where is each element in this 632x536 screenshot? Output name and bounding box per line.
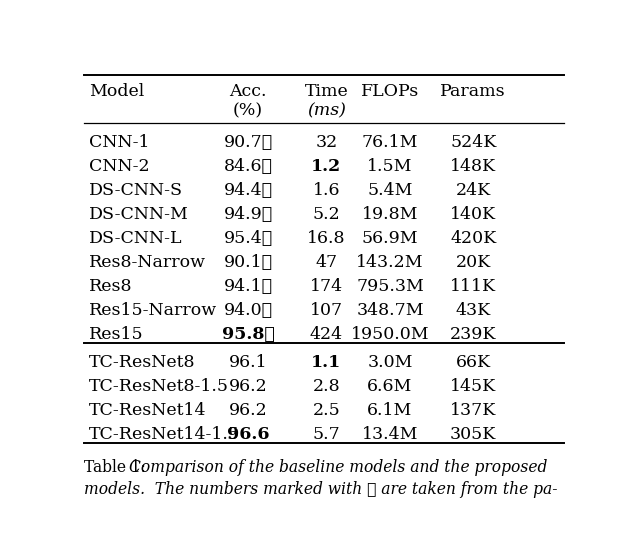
Text: 94.9⋆: 94.9⋆ xyxy=(224,206,272,223)
Text: Res15: Res15 xyxy=(88,325,143,343)
Text: 94.4⋆: 94.4⋆ xyxy=(224,182,272,199)
Text: 795.3M: 795.3M xyxy=(356,278,424,295)
Text: 19.8M: 19.8M xyxy=(362,206,418,223)
Text: 96.1: 96.1 xyxy=(229,354,267,371)
Text: 420K: 420K xyxy=(450,230,496,247)
Text: Model: Model xyxy=(88,83,144,100)
Text: DS-CNN-S: DS-CNN-S xyxy=(88,182,183,199)
Text: 140K: 140K xyxy=(450,206,496,223)
Text: 1.6: 1.6 xyxy=(313,182,340,199)
Text: 148K: 148K xyxy=(450,158,496,175)
Text: 1.5M: 1.5M xyxy=(367,158,413,175)
Text: 66K: 66K xyxy=(456,354,491,371)
Text: models.  The numbers marked with ⋆ are taken from the pa-: models. The numbers marked with ⋆ are ta… xyxy=(84,481,557,497)
Text: DS-CNN-L: DS-CNN-L xyxy=(88,230,182,247)
Text: TC-ResNet14: TC-ResNet14 xyxy=(88,402,206,419)
Text: Res8: Res8 xyxy=(88,278,132,295)
Text: 1.1: 1.1 xyxy=(311,354,341,371)
Text: 424: 424 xyxy=(310,325,343,343)
Text: Params: Params xyxy=(441,83,506,100)
Text: Comparison of the baseline models and the proposed: Comparison of the baseline models and th… xyxy=(129,459,547,476)
Text: Acc.: Acc. xyxy=(229,83,267,100)
Text: 239K: 239K xyxy=(450,325,497,343)
Text: 13.4M: 13.4M xyxy=(362,426,418,443)
Text: 90.7⋆: 90.7⋆ xyxy=(224,134,272,151)
Text: 47: 47 xyxy=(315,254,337,271)
Text: (%): (%) xyxy=(233,103,263,120)
Text: 95.4⋆: 95.4⋆ xyxy=(224,230,272,247)
Text: 137K: 137K xyxy=(450,402,497,419)
Text: 94.1⋆: 94.1⋆ xyxy=(224,278,272,295)
Text: TC-ResNet8: TC-ResNet8 xyxy=(88,354,195,371)
Text: DS-CNN-M: DS-CNN-M xyxy=(88,206,189,223)
Text: 96.2: 96.2 xyxy=(229,378,267,396)
Text: 5.7: 5.7 xyxy=(312,426,340,443)
Text: 5.2: 5.2 xyxy=(312,206,340,223)
Text: 145K: 145K xyxy=(450,378,496,396)
Text: CNN-2: CNN-2 xyxy=(88,158,149,175)
Text: 96.2: 96.2 xyxy=(229,402,267,419)
Text: Time: Time xyxy=(305,83,348,100)
Text: 1950.0M: 1950.0M xyxy=(351,325,429,343)
Text: 143.2M: 143.2M xyxy=(356,254,424,271)
Text: 107: 107 xyxy=(310,302,343,318)
Text: 3.0M: 3.0M xyxy=(367,354,413,371)
Text: 1.2: 1.2 xyxy=(312,158,341,175)
Text: FLOPs: FLOPs xyxy=(361,83,419,100)
Text: 20K: 20K xyxy=(456,254,491,271)
Text: Res15-Narrow: Res15-Narrow xyxy=(88,302,217,318)
Text: TC-ResNet8-1.5: TC-ResNet8-1.5 xyxy=(88,378,229,396)
Text: 32: 32 xyxy=(315,134,337,151)
Text: 6.6M: 6.6M xyxy=(367,378,413,396)
Text: 24K: 24K xyxy=(456,182,491,199)
Text: (ms): (ms) xyxy=(307,103,346,120)
Text: 84.6⋆: 84.6⋆ xyxy=(224,158,272,175)
Text: 174: 174 xyxy=(310,278,343,295)
Text: TC-ResNet14-1.5: TC-ResNet14-1.5 xyxy=(88,426,240,443)
Text: 2.5: 2.5 xyxy=(312,402,340,419)
Text: 6.1M: 6.1M xyxy=(367,402,413,419)
Text: 111K: 111K xyxy=(450,278,496,295)
Text: 43K: 43K xyxy=(456,302,491,318)
Text: 90.1⋆: 90.1⋆ xyxy=(224,254,272,271)
Text: 76.1M: 76.1M xyxy=(362,134,418,151)
Text: 524K: 524K xyxy=(450,134,497,151)
Text: CNN-1: CNN-1 xyxy=(88,134,149,151)
Text: 16.8: 16.8 xyxy=(307,230,346,247)
Text: 5.4M: 5.4M xyxy=(367,182,413,199)
Text: 96.6: 96.6 xyxy=(227,426,269,443)
Text: 2.8: 2.8 xyxy=(313,378,340,396)
Text: 56.9M: 56.9M xyxy=(362,230,418,247)
Text: 348.7M: 348.7M xyxy=(356,302,424,318)
Text: 95.8⋆: 95.8⋆ xyxy=(222,325,274,343)
Text: 94.0⋆: 94.0⋆ xyxy=(224,302,272,318)
Text: Res8-Narrow: Res8-Narrow xyxy=(88,254,206,271)
Text: 305K: 305K xyxy=(450,426,497,443)
Text: Table 1:: Table 1: xyxy=(84,459,150,476)
